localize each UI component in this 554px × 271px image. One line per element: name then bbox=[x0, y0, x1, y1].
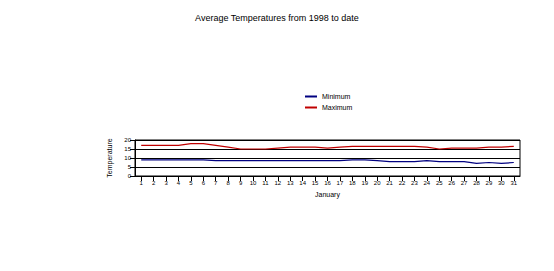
svg-text:5: 5 bbox=[128, 164, 132, 170]
svg-text:28: 28 bbox=[473, 180, 480, 186]
svg-text:25: 25 bbox=[436, 180, 443, 186]
svg-text:0: 0 bbox=[128, 173, 132, 179]
svg-text:19: 19 bbox=[361, 180, 368, 186]
svg-text:16: 16 bbox=[324, 180, 331, 186]
svg-text:Minimum: Minimum bbox=[322, 93, 351, 100]
svg-text:20: 20 bbox=[124, 137, 131, 143]
svg-text:2: 2 bbox=[152, 180, 156, 186]
svg-text:29: 29 bbox=[486, 180, 493, 186]
svg-text:1: 1 bbox=[140, 180, 144, 186]
svg-text:14: 14 bbox=[299, 180, 306, 186]
svg-text:Average Temperatures from 1998: Average Temperatures from 1998 to date bbox=[195, 13, 359, 23]
svg-text:11: 11 bbox=[262, 180, 269, 186]
svg-text:3: 3 bbox=[164, 180, 168, 186]
svg-text:18: 18 bbox=[349, 180, 356, 186]
svg-text:26: 26 bbox=[448, 180, 455, 186]
svg-text:10: 10 bbox=[124, 155, 131, 161]
svg-text:6: 6 bbox=[202, 180, 206, 186]
svg-text:13: 13 bbox=[287, 180, 294, 186]
svg-text:30: 30 bbox=[498, 180, 505, 186]
svg-text:23: 23 bbox=[411, 180, 418, 186]
svg-text:22: 22 bbox=[399, 180, 406, 186]
svg-text:31: 31 bbox=[510, 180, 517, 186]
svg-text:27: 27 bbox=[461, 180, 468, 186]
svg-text:10: 10 bbox=[250, 180, 257, 186]
svg-text:12: 12 bbox=[274, 180, 281, 186]
svg-text:7: 7 bbox=[214, 180, 218, 186]
svg-text:17: 17 bbox=[337, 180, 344, 186]
svg-text:15: 15 bbox=[124, 146, 131, 152]
svg-text:4: 4 bbox=[177, 180, 181, 186]
svg-text:24: 24 bbox=[424, 180, 431, 186]
svg-text:9: 9 bbox=[239, 180, 243, 186]
svg-text:5: 5 bbox=[189, 180, 193, 186]
svg-text:January: January bbox=[315, 191, 340, 199]
svg-text:20: 20 bbox=[374, 180, 381, 186]
svg-text:Temperature: Temperature bbox=[106, 138, 114, 177]
svg-text:Maximum: Maximum bbox=[322, 104, 353, 111]
svg-text:8: 8 bbox=[226, 180, 230, 186]
svg-text:15: 15 bbox=[312, 180, 319, 186]
svg-text:21: 21 bbox=[386, 180, 393, 186]
